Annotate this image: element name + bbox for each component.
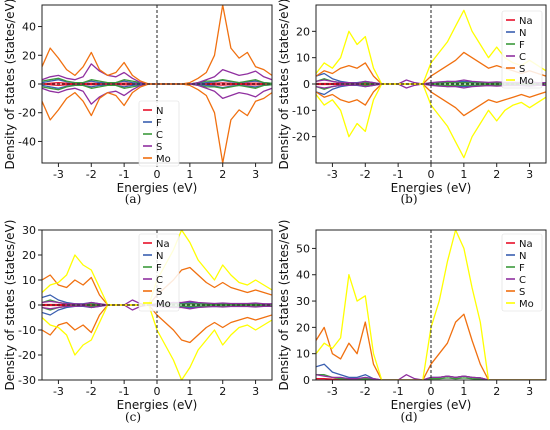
y-tick-label: 10 — [296, 348, 310, 361]
legend-label-Mo: Mo — [156, 299, 171, 310]
y-axis-label: Density of states (states/eV) — [277, 220, 291, 391]
x-tick-label: -1 — [393, 385, 404, 398]
x-axis-label: Energies (eV) — [391, 181, 472, 195]
x-tick-label: -1 — [119, 385, 130, 398]
x-tick-label: -2 — [360, 168, 371, 181]
y-tick-label: 30 — [296, 295, 310, 308]
x-tick-label: 2 — [219, 168, 226, 181]
legend-label-Na: Na — [156, 239, 170, 250]
y-tick-label: 10 — [22, 274, 36, 287]
x-tick-label: 1 — [186, 168, 193, 181]
legend-label-S: S — [519, 287, 525, 298]
x-tick-label: -3 — [327, 385, 338, 398]
y-tick-label: -20 — [18, 107, 36, 120]
y-tick-label: 30 — [22, 224, 36, 237]
legend-label-S: S — [519, 64, 525, 75]
x-tick-label: 0 — [154, 385, 161, 398]
x-tick-label: 2 — [493, 168, 500, 181]
y-axis-label: Density of states (states/eV) — [3, 0, 17, 169]
y-tick-label: 0 — [303, 374, 310, 387]
legend-label-F: F — [519, 263, 525, 274]
x-tick-label: 1 — [460, 168, 467, 181]
series-S-up — [316, 313, 546, 380]
legend-label-S: S — [156, 142, 162, 153]
legend-label-Mo: Mo — [156, 154, 171, 165]
panel-a: -3 -2 -1 0 1 2 3 40 20 0 -20 -40 Energies (eV) Densit… — [3, 0, 273, 195]
y-tick-label: 20 — [296, 25, 310, 38]
x-tick-label: 1 — [460, 385, 467, 398]
y-axis-label: Density of states (states/eV) — [277, 0, 291, 169]
y-tick-label: -30 — [18, 374, 36, 387]
x-axis-label: Energies (eV) — [117, 398, 198, 412]
y-tick-label: 10 — [296, 52, 310, 65]
x-tick-label: 3 — [252, 168, 259, 181]
y-tick-label: 40 — [296, 269, 310, 282]
legend-label-C: C — [156, 275, 163, 286]
y-tick-label: 0 — [29, 299, 36, 312]
legend-label-Mo: Mo — [519, 76, 534, 87]
y-tick-label: -20 — [292, 131, 310, 144]
legend-label-F: F — [156, 263, 162, 274]
legend-label-Na: Na — [519, 239, 533, 250]
y-tick-label: 0 — [29, 78, 36, 91]
x-tick-label: -2 — [86, 385, 97, 398]
y-tick-label: 50 — [296, 242, 310, 255]
y-tick-label: 20 — [22, 249, 36, 262]
x-tick-label: 2 — [219, 385, 226, 398]
y-tick-label: 40 — [22, 21, 36, 34]
x-tick-label: -3 — [53, 168, 64, 181]
x-tick-label: -2 — [360, 385, 371, 398]
x-tick-label: -3 — [327, 168, 338, 181]
legend-label-F: F — [519, 40, 525, 51]
panel-d-caption: (d) — [400, 410, 418, 424]
panel-a-caption: (a) — [124, 192, 142, 206]
legend-label-C: C — [156, 130, 163, 141]
legend-label-N: N — [519, 251, 526, 262]
y-axis-label: Density of states (states/eV) — [3, 220, 17, 391]
x-tick-label: 0 — [428, 385, 435, 398]
legend-label-N: N — [156, 251, 163, 262]
x-axis-label: Energies (eV) — [117, 181, 198, 195]
legend-label-F: F — [156, 118, 162, 129]
x-tick-label: -1 — [119, 168, 130, 181]
x-tick-label: 0 — [154, 168, 161, 181]
x-tick-label: -2 — [86, 168, 97, 181]
y-tick-label: 20 — [22, 49, 36, 62]
legend-label-Mo: Mo — [519, 299, 534, 310]
panel-c-caption: (c) — [124, 410, 142, 424]
legend-label-N: N — [519, 28, 526, 39]
y-tick-label: -10 — [292, 104, 310, 117]
x-tick-label: -1 — [393, 168, 404, 181]
y-tick-label: -20 — [18, 349, 36, 362]
legend-label-Na: Na — [519, 16, 533, 27]
legend-label-N: N — [156, 106, 163, 117]
y-tick-label: 20 — [296, 321, 310, 334]
legend-label-C: C — [519, 52, 526, 63]
x-tick-label: 0 — [428, 168, 435, 181]
legend-label-S: S — [156, 287, 162, 298]
x-tick-label: 2 — [493, 385, 500, 398]
y-tick-label: -40 — [18, 135, 36, 148]
x-tick-label: 3 — [526, 168, 533, 181]
legend-box — [138, 100, 180, 167]
x-axis-label: Energies (eV) — [391, 398, 472, 412]
x-tick-label: 3 — [526, 385, 533, 398]
x-tick-label: -3 — [53, 385, 64, 398]
panel-b-caption: (b) — [400, 192, 418, 206]
y-tick-label: 0 — [303, 78, 310, 91]
legend-label-C: C — [519, 275, 526, 286]
y-tick-label: -10 — [18, 324, 36, 337]
x-tick-label: 3 — [252, 385, 259, 398]
x-tick-label: 1 — [186, 385, 193, 398]
